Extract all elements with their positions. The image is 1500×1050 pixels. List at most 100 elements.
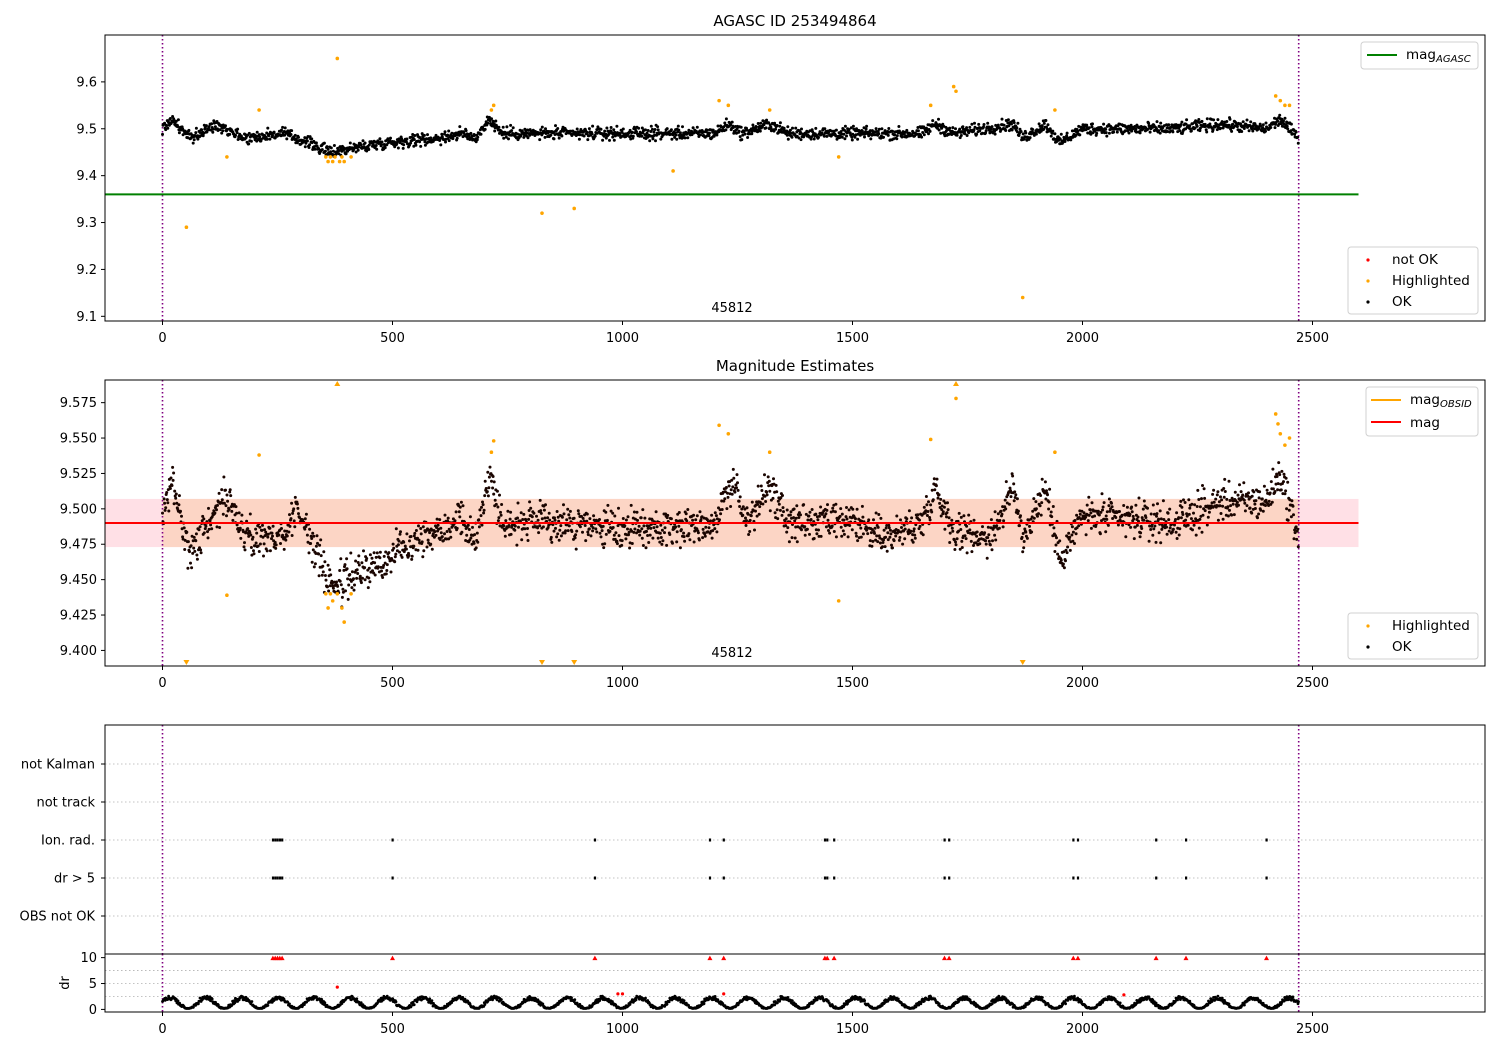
ok-point (215, 525, 219, 529)
magnitude-ytick-label: 9.525 (60, 467, 97, 482)
ok-point (1174, 530, 1178, 534)
ok-point (868, 129, 872, 133)
ok-point (711, 128, 715, 132)
ok-point (198, 525, 202, 529)
ok-point (203, 527, 207, 531)
ok-point (458, 505, 462, 509)
ok-point (171, 478, 175, 482)
ok-point (1184, 122, 1188, 126)
flag-point (1185, 838, 1188, 842)
ok-point (710, 513, 714, 517)
ok-point (1231, 122, 1235, 126)
ok-point (516, 501, 520, 505)
ok-point (898, 536, 902, 539)
ok-point (641, 508, 645, 512)
ok-point (1030, 530, 1034, 534)
ok-point (401, 146, 405, 150)
ok-point (374, 144, 378, 147)
flag-point (278, 838, 281, 842)
ok-point (624, 537, 628, 541)
ok-point (888, 535, 892, 539)
ok-point (262, 554, 265, 558)
ok-point (247, 131, 251, 135)
ok-point (775, 124, 779, 127)
ok-point (1088, 508, 1092, 512)
ok-point (321, 564, 325, 568)
ok-point (628, 546, 632, 550)
ok-point (863, 135, 866, 139)
ok-point (190, 566, 194, 570)
ok-point (1004, 507, 1008, 511)
ok-point (439, 531, 443, 535)
ok-point (234, 505, 238, 509)
ok-point (1085, 123, 1089, 127)
dr-point (412, 1003, 416, 1007)
ok-point (984, 539, 988, 543)
ok-point (660, 542, 664, 546)
ok-point (699, 133, 702, 137)
legend-marker-ok (1366, 645, 1370, 649)
ok-point (420, 132, 424, 136)
ok-point (324, 578, 328, 582)
ok-point (405, 532, 409, 536)
ok-point (1287, 508, 1291, 512)
ok-point (1207, 510, 1211, 514)
ok-point (399, 530, 402, 534)
ok-point (989, 518, 993, 522)
ok-point (991, 539, 994, 543)
ok-point (1073, 519, 1077, 522)
ok-point (985, 556, 989, 560)
ok-point (192, 138, 196, 142)
ok-point (957, 511, 961, 515)
ok-point (707, 526, 711, 530)
ok-point (808, 532, 811, 536)
flag-category-label: not Kalman (21, 758, 95, 773)
ok-point (363, 141, 367, 145)
ok-point (1105, 510, 1109, 514)
ok-point (1267, 499, 1271, 503)
ok-point (212, 509, 216, 513)
ok-point (1142, 499, 1146, 503)
ok-point (536, 526, 540, 530)
ok-point (516, 516, 519, 520)
ok-point (526, 136, 530, 140)
ok-point (192, 546, 196, 550)
ok-point (509, 510, 513, 514)
ok-point (845, 134, 848, 138)
highlighted-point (340, 606, 344, 610)
ok-point (1256, 516, 1259, 520)
ok-point (780, 513, 784, 517)
ok-point (476, 135, 480, 139)
ok-point (1051, 505, 1055, 508)
ok-point (271, 534, 274, 538)
highlighted-point (225, 155, 229, 159)
ok-point (488, 465, 492, 469)
ok-point (946, 508, 950, 512)
ok-point (913, 536, 917, 540)
ok-point (1151, 503, 1155, 507)
highlighted-point (726, 103, 731, 108)
ok-point (1204, 124, 1208, 128)
ok-point (362, 549, 365, 553)
ok-point (1120, 513, 1124, 517)
ok-point (732, 476, 736, 480)
ok-point (318, 543, 322, 547)
ok-point (197, 528, 201, 532)
ok-point (1193, 126, 1197, 130)
ok-point (397, 539, 401, 543)
ok-point (1198, 129, 1202, 133)
ok-point (1031, 128, 1035, 131)
ok-point (218, 128, 222, 132)
ok-point (612, 128, 616, 132)
ok-point (1106, 523, 1110, 527)
ok-point (559, 130, 563, 133)
ok-point (1007, 502, 1011, 506)
ok-point (943, 527, 947, 531)
ok-point (654, 510, 658, 514)
ok-point (1093, 514, 1097, 518)
ok-point (786, 137, 790, 141)
ok-point (543, 516, 547, 520)
magnitude-legend-bottom: Highlighted OK (1347, 612, 1479, 660)
highlighted-point (836, 599, 841, 603)
ok-point (911, 540, 915, 544)
